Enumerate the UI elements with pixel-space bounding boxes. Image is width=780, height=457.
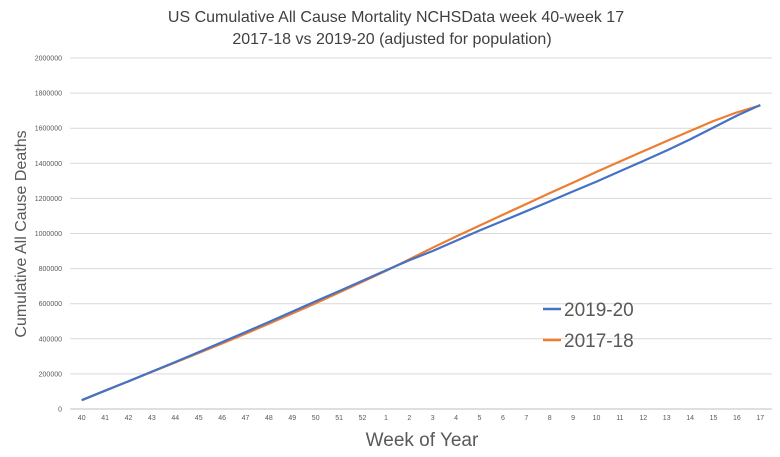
chart-title-line-2: 2017-18 vs 2019-20 (adjusted for populat… (232, 31, 551, 48)
y-tick-label: 1200000 (35, 196, 62, 203)
x-tick-label: 10 (593, 415, 601, 422)
legend-label: 2017-18 (564, 331, 634, 352)
x-tick-label: 47 (242, 415, 250, 422)
x-tick-label: 1 (384, 415, 388, 422)
x-tick-label: 41 (101, 415, 109, 422)
x-tick-label: 7 (524, 415, 528, 422)
x-tick-label: 15 (710, 415, 718, 422)
x-tick-label: 6 (501, 415, 505, 422)
x-tick-labels: 40 41 42 43 44 45 46 47 48 49 50 51 52 1 2 3 4 5 6 7 8 9 10 11 1… (78, 415, 764, 422)
x-tick-label: 40 (78, 415, 86, 422)
x-tick-label: 46 (218, 415, 226, 422)
y-tick-label: 400000 (39, 336, 62, 343)
x-tick-label: 11 (616, 415, 623, 422)
y-tick-labels: 0 200000 400000 600000 800000 1000000 1200000 1… (35, 56, 62, 414)
x-tick-label: 3 (431, 415, 435, 422)
x-tick-label: 13 (663, 415, 671, 422)
y-tick-label: 1400000 (35, 161, 62, 168)
legend-label: 2019-20 (564, 300, 634, 321)
legend: 2019-20 2017-18 (543, 300, 634, 352)
x-tick-label: 9 (571, 415, 575, 422)
x-tick-label: 5 (478, 415, 482, 422)
y-tick-label: 0 (58, 407, 62, 414)
x-tick-label: 44 (171, 415, 179, 422)
x-tick-label: 4 (454, 415, 458, 422)
y-tick-label: 800000 (39, 266, 62, 273)
series-lines (81, 103, 761, 402)
y-tick-label: 600000 (39, 301, 62, 308)
x-tick-label: 42 (125, 415, 133, 422)
x-tick-label: 49 (288, 415, 296, 422)
y-tick-label: 200000 (39, 371, 62, 378)
y-axis-title: Cumulative All Cause Deaths (13, 130, 30, 337)
x-tick-label: 17 (756, 415, 764, 422)
gridlines (70, 57, 772, 410)
y-tick-label: 1600000 (35, 126, 62, 133)
x-tick-label: 2 (407, 415, 411, 422)
x-tick-label: 14 (686, 415, 694, 422)
x-tick-label: 50 (312, 415, 320, 422)
x-tick-label: 16 (733, 415, 741, 422)
x-tick-label: 45 (195, 415, 203, 422)
chart-title-line-1: US Cumulative All Cause Mortality NCHSDa… (168, 9, 624, 26)
y-tick-label: 1800000 (35, 91, 62, 98)
x-tick-label: 52 (359, 415, 367, 422)
x-tick-label: 48 (265, 415, 273, 422)
y-tick-label: 2000000 (35, 56, 62, 63)
x-tick-label: 43 (148, 415, 156, 422)
x-tick-label: 12 (639, 415, 647, 422)
x-tick-label: 8 (548, 415, 552, 422)
x-tick-label: 51 (335, 415, 343, 422)
series-line (81, 104, 761, 402)
series-line (81, 103, 761, 402)
x-axis-title: Week of Year (366, 430, 479, 451)
y-tick-label: 1000000 (35, 231, 62, 238)
